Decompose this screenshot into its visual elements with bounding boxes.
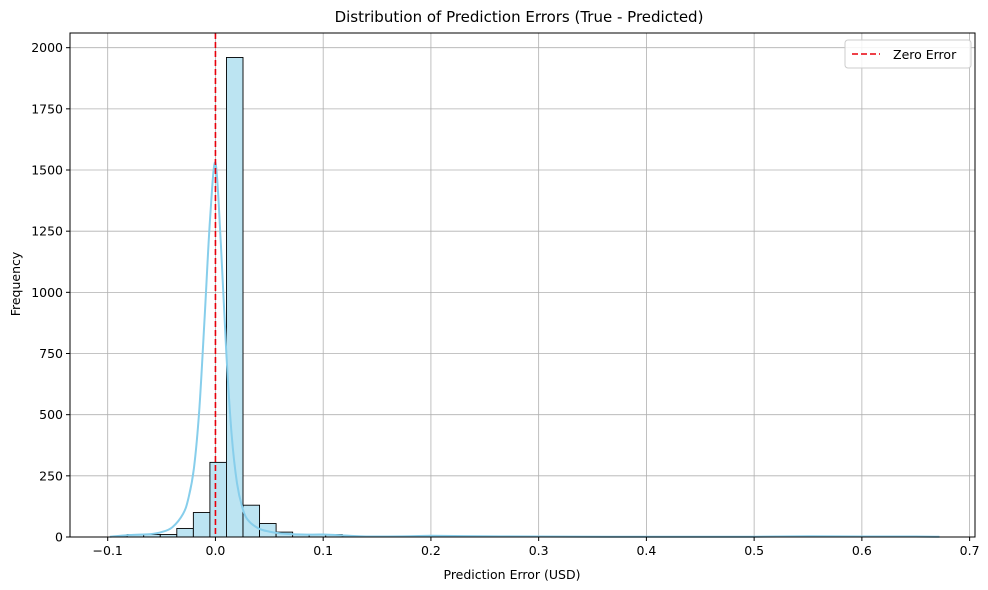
x-axis-ticks: −0.1 0.0 0.1 0.2 0.3 0.4 0.5 0.6 0.7 [93,537,980,558]
x-tick-label: 0.0 [206,543,226,558]
x-tick-label: 0.1 [313,543,333,558]
x-tick-label: 0.4 [636,543,656,558]
x-tick-label: 0.5 [744,543,764,558]
y-tick-label: 0 [55,530,63,545]
y-tick-label: 1500 [31,163,63,178]
x-tick-label: 0.3 [529,543,549,558]
y-tick-label: 1750 [31,101,63,116]
y-axis-label: Frequency [8,251,23,316]
x-axis-label: Prediction Error (USD) [444,567,581,582]
histogram-bar [192,512,211,538]
y-tick-label: 2000 [31,40,63,55]
x-tick-label: 0.2 [421,543,441,558]
histogram-bar [242,504,261,538]
legend: Zero Error [844,39,972,69]
legend-box [844,39,972,69]
y-tick-label: 750 [39,346,63,361]
plot-frame [69,32,976,538]
x-tick-label: 0.6 [852,543,872,558]
histogram-bar [209,461,227,538]
x-tick-label: 0.7 [960,543,980,558]
x-tick-label: −0.1 [93,543,123,558]
chart-title: Distribution of Prediction Errors (True … [335,8,704,26]
y-tick-label: 250 [39,468,63,483]
histogram-bar [176,527,194,538]
y-tick-label: 500 [39,407,63,422]
y-tick-label: 1250 [31,224,63,239]
y-axis-ticks: 0 250 500 750 1000 1250 1500 1750 2000 [31,40,70,545]
y-tick-label: 1000 [31,285,63,300]
legend-label-zero-error: Zero Error [893,47,957,62]
